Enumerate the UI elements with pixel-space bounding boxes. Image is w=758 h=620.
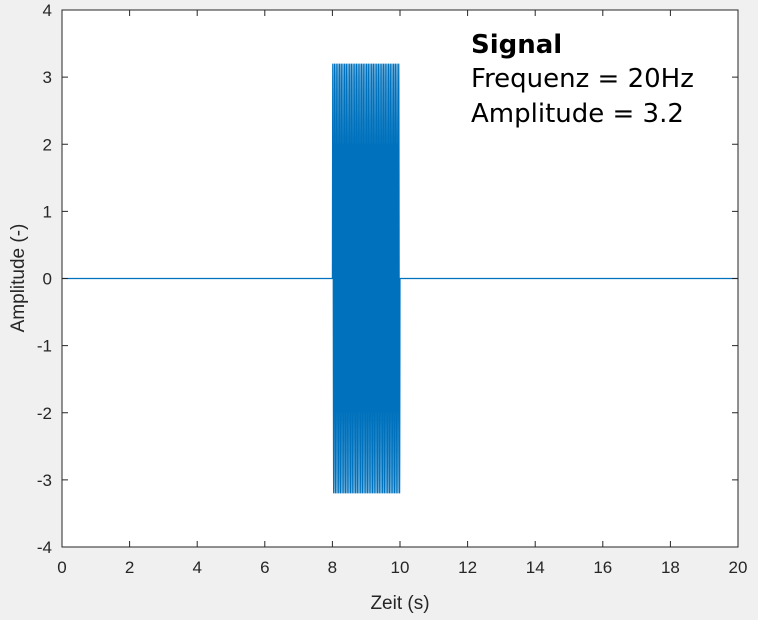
signal-series-line — [62, 63, 738, 494]
y-tick-label: 2 — [43, 135, 52, 154]
x-tick-label: 10 — [391, 558, 410, 577]
annotation-title: Signal — [471, 30, 562, 60]
y-tick-label: 4 — [43, 1, 52, 20]
y-tick-label: 3 — [43, 68, 52, 87]
y-tick-label: -4 — [37, 538, 52, 557]
x-tick-label: 16 — [593, 558, 612, 577]
x-tick-label: 4 — [192, 558, 201, 577]
x-axis-label: Zeit (s) — [370, 593, 429, 614]
annotation-frequency: Frequenz = 20Hz — [471, 64, 694, 94]
y-tick-label: -3 — [37, 471, 52, 490]
x-tick-label: 14 — [526, 558, 545, 577]
x-tick-label: 0 — [57, 558, 66, 577]
y-axis-label: Amplitude (-) — [8, 224, 29, 333]
x-tick-label: 20 — [729, 558, 748, 577]
y-tick-label: -2 — [37, 404, 52, 423]
x-tick-label: 2 — [125, 558, 134, 577]
x-tick-label: 8 — [328, 558, 337, 577]
y-tick-label: 0 — [43, 270, 52, 289]
x-tick-label: 6 — [260, 558, 269, 577]
x-tick-label: 12 — [458, 558, 477, 577]
y-tick-label: 1 — [43, 202, 52, 221]
x-tick-label: 18 — [661, 558, 680, 577]
y-tick-label: -1 — [37, 337, 52, 356]
annotation-amplitude: Amplitude = 3.2 — [471, 99, 684, 129]
